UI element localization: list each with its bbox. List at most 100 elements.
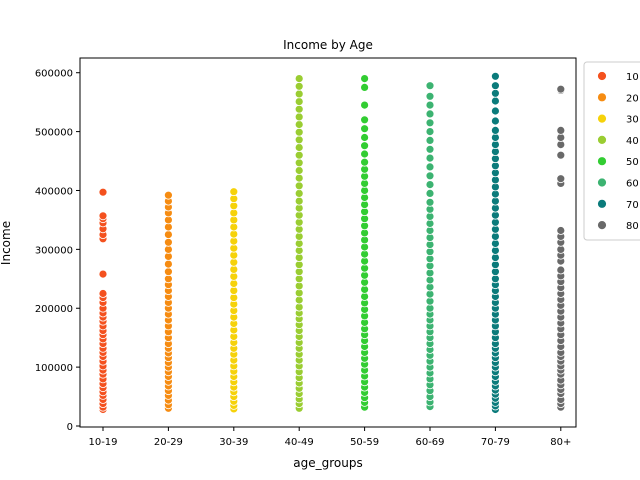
y-tick-label: 0 bbox=[67, 422, 73, 433]
y-tick-label: 600000 bbox=[35, 69, 73, 80]
data-point bbox=[425, 180, 435, 190]
legend-label: 20 bbox=[626, 93, 639, 104]
data-point bbox=[294, 112, 304, 122]
data-point bbox=[490, 116, 500, 126]
legend-marker bbox=[597, 71, 607, 81]
data-point bbox=[490, 125, 500, 135]
data-point bbox=[294, 120, 304, 129]
data-point bbox=[360, 115, 370, 125]
data-point bbox=[425, 100, 435, 110]
data-point bbox=[163, 259, 173, 269]
legend-label: 70 bbox=[626, 200, 639, 211]
data-point bbox=[556, 150, 566, 160]
data-point bbox=[294, 89, 304, 99]
data-point bbox=[98, 211, 108, 221]
data-point bbox=[425, 109, 435, 119]
data-point bbox=[360, 124, 370, 134]
y-tick-label: 300000 bbox=[35, 245, 73, 256]
data-point bbox=[425, 135, 435, 145]
legend-marker bbox=[597, 177, 607, 188]
data-point bbox=[294, 127, 304, 137]
data-point bbox=[360, 74, 370, 83]
x-tick-label: 60-69 bbox=[415, 437, 444, 448]
data-point bbox=[425, 118, 435, 128]
x-axis-label: age_groups bbox=[293, 456, 362, 470]
data-point bbox=[360, 141, 370, 151]
legend-marker bbox=[597, 134, 607, 145]
legend-label: 40 bbox=[626, 136, 639, 147]
x-tick-label: 30-39 bbox=[219, 437, 248, 448]
x-tick-label: 40-49 bbox=[285, 437, 314, 448]
data-point bbox=[163, 237, 173, 247]
data-point bbox=[556, 125, 566, 135]
x-tick-label: 10-19 bbox=[88, 437, 117, 448]
data-point bbox=[425, 127, 435, 137]
data-point bbox=[556, 174, 566, 184]
data-point bbox=[294, 97, 304, 106]
data-point bbox=[425, 197, 435, 207]
y-axis-label: Income bbox=[0, 221, 13, 265]
x-tick-label: 80+ bbox=[550, 437, 571, 448]
data-point bbox=[294, 173, 304, 183]
legend-marker bbox=[597, 198, 607, 209]
data-point bbox=[294, 166, 304, 175]
data-point bbox=[294, 143, 304, 152]
data-point bbox=[294, 150, 304, 160]
legend-marker bbox=[597, 113, 607, 124]
data-point bbox=[425, 91, 435, 101]
data-point bbox=[98, 289, 108, 298]
data-point bbox=[490, 106, 500, 116]
data-point bbox=[556, 265, 566, 275]
data-point bbox=[556, 84, 566, 94]
data-point bbox=[490, 71, 500, 81]
legend: 10 20 30 40 50 60 70 80 bbox=[583, 61, 640, 241]
x-tick-label: 50-59 bbox=[350, 437, 379, 448]
data-point bbox=[294, 81, 304, 91]
legend-marker bbox=[597, 92, 607, 103]
data-point bbox=[425, 188, 435, 198]
legend-marker bbox=[597, 156, 607, 167]
data-point bbox=[294, 196, 304, 206]
data-point bbox=[556, 226, 566, 235]
data-point bbox=[163, 230, 173, 240]
data-point bbox=[360, 83, 370, 92]
data-point bbox=[360, 149, 370, 159]
x-tick-label: 20-29 bbox=[154, 437, 183, 448]
data-point bbox=[425, 144, 435, 154]
y-tick-label: 100000 bbox=[35, 363, 73, 374]
data-point bbox=[425, 162, 435, 172]
data-point bbox=[490, 88, 500, 98]
y-tick-label: 200000 bbox=[35, 304, 73, 315]
data-point bbox=[360, 100, 370, 110]
legend-marker bbox=[597, 220, 607, 231]
data-points bbox=[98, 71, 566, 414]
data-point bbox=[294, 135, 304, 145]
legend-label: 30 bbox=[626, 115, 639, 126]
data-point bbox=[98, 187, 108, 197]
data-point bbox=[490, 81, 500, 91]
plot-area-frame bbox=[79, 57, 577, 428]
legend-frame bbox=[583, 61, 640, 241]
x-tick-label: 70-79 bbox=[481, 437, 510, 448]
legend-label: 50 bbox=[626, 157, 639, 168]
data-point bbox=[490, 96, 500, 106]
y-tick-label: 400000 bbox=[35, 186, 73, 197]
data-point bbox=[229, 187, 239, 197]
x-axis: 10-19 20-29 30-39 40-49 50-59 60-69 70-79 80+ bbox=[88, 427, 571, 448]
y-tick-label: 500000 bbox=[35, 128, 73, 139]
y-axis: 0 100000 200000 300000 400000 500000 600000 bbox=[35, 69, 80, 433]
legend-label: 80 bbox=[626, 221, 639, 232]
data-point bbox=[425, 171, 435, 181]
data-point bbox=[98, 269, 108, 279]
data-point bbox=[425, 153, 435, 163]
data-point bbox=[294, 188, 304, 198]
chart-title: Income by Age bbox=[283, 38, 373, 52]
data-point bbox=[163, 190, 173, 200]
data-point bbox=[163, 267, 173, 277]
data-point bbox=[425, 81, 435, 91]
legend-label: 60 bbox=[626, 179, 639, 190]
data-point bbox=[294, 74, 304, 83]
data-point bbox=[360, 157, 370, 167]
legend-label: 10 bbox=[626, 72, 639, 83]
